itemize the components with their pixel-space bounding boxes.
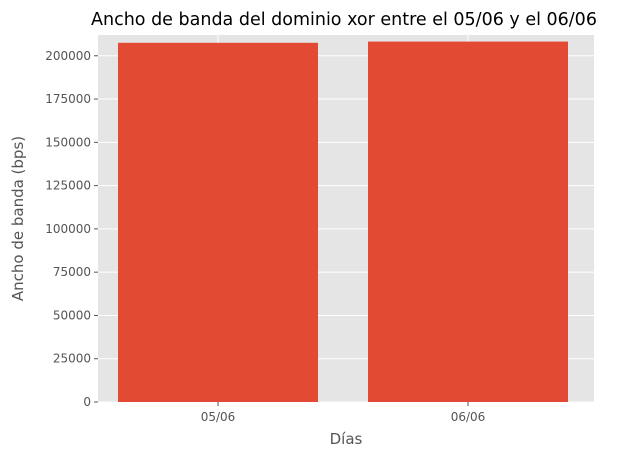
y-tick-label: 100000: [45, 222, 91, 236]
y-axis-label: Ancho de banda (bps): [9, 136, 27, 301]
bar-05/06: [118, 42, 318, 402]
y-tick-label: 125000: [45, 179, 91, 193]
bar-06/06: [368, 41, 568, 402]
x-axis-ticks: 05/06 06/06: [201, 402, 486, 424]
y-tick-label: 0: [83, 395, 91, 409]
y-tick-label: 50000: [53, 308, 91, 322]
y-tick-label: 25000: [53, 352, 91, 366]
x-tick-label: 06/06: [451, 410, 486, 424]
x-tick-label: 05/06: [201, 410, 236, 424]
y-axis-ticks: 0 25000 50000 75000 100000 125000 150000 175000…: [45, 49, 98, 409]
y-tick-label: 200000: [45, 49, 91, 63]
y-tick-label: 150000: [45, 135, 91, 149]
y-tick-label: 175000: [45, 92, 91, 106]
bars: [118, 41, 568, 402]
y-tick-label: 75000: [53, 265, 91, 279]
chart-title: Ancho de banda del dominio xor entre el …: [91, 10, 597, 30]
x-axis-label: Días: [330, 430, 363, 448]
